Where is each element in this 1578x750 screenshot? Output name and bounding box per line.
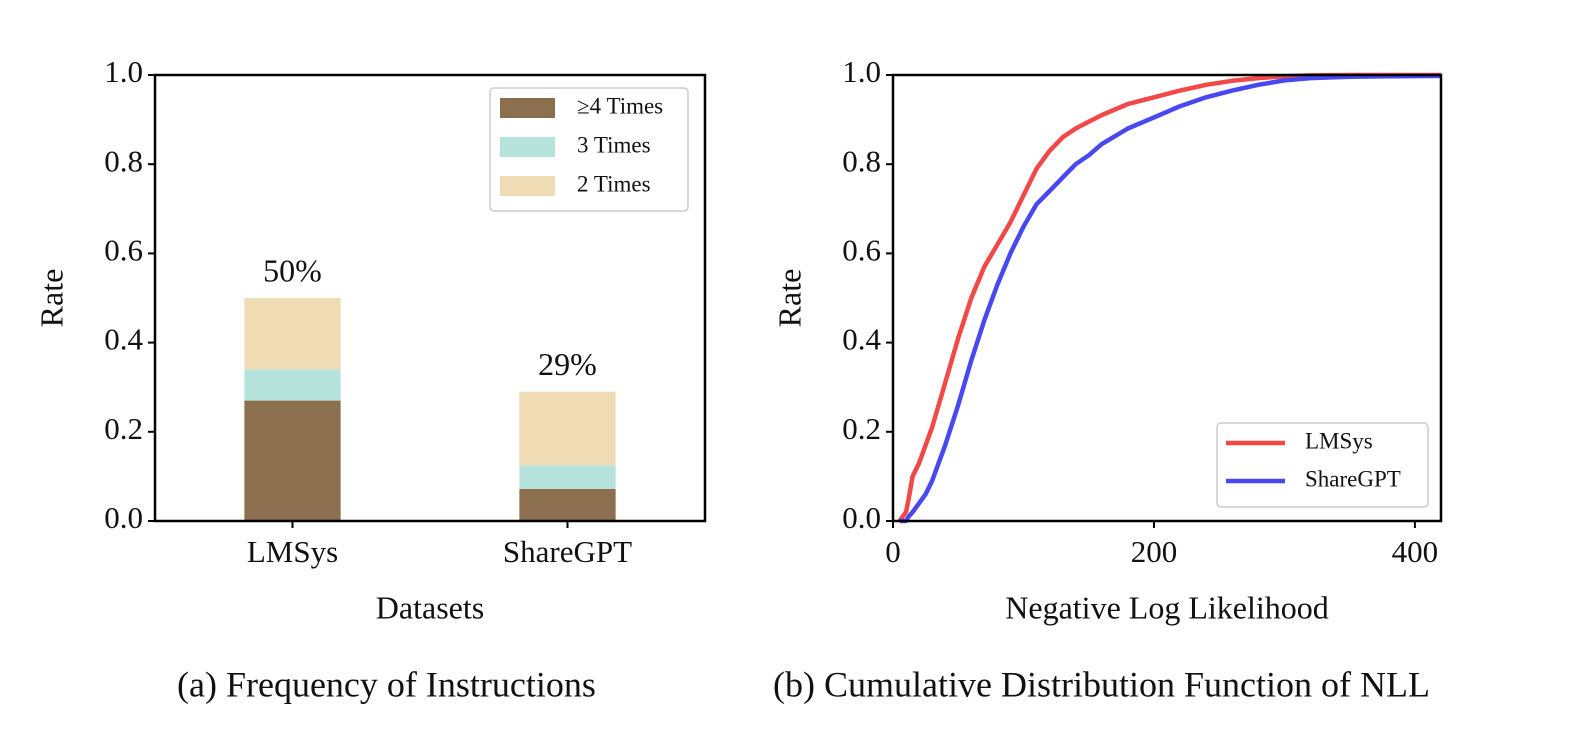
x-tick-label: 200 xyxy=(1131,534,1178,569)
x-tick-label: 0 xyxy=(885,534,901,569)
legend-label: LMSys xyxy=(1305,428,1373,453)
y-tick-label: 0.2 xyxy=(842,411,881,446)
y-tick-label: 0.0 xyxy=(104,500,143,535)
x-axis-label: Datasets xyxy=(376,589,484,625)
y-tick-label: 0.6 xyxy=(104,233,143,268)
total-label: 29% xyxy=(538,346,597,382)
legend-swatch xyxy=(500,98,555,118)
cdf-line xyxy=(897,72,1441,523)
plot-frame xyxy=(891,73,1443,523)
y-tick-label: 1.0 xyxy=(104,54,143,89)
legend: LMSys ShareGPT xyxy=(1216,422,1429,508)
y-axis-label: Rate xyxy=(771,269,807,328)
y-tick-label: 0.2 xyxy=(104,411,143,446)
x-axis-label: Negative Log Likelihood xyxy=(1005,589,1328,625)
y-tick-label: 1.0 xyxy=(842,54,881,89)
y-axis-label: Rate xyxy=(33,269,69,328)
bar-segment xyxy=(244,298,341,370)
y-tick-label: 0.4 xyxy=(104,322,143,357)
y-tick-label: 0.0 xyxy=(842,500,881,535)
bar-segment xyxy=(519,488,616,521)
x-tick-label: 400 xyxy=(1392,534,1439,569)
caption: (b) Cumulative Distribution Function of … xyxy=(773,664,1430,704)
plot-frame xyxy=(153,73,707,523)
bar-segment xyxy=(244,400,341,521)
legend-label: ≥4 Times xyxy=(577,93,663,118)
legend-label: ShareGPT xyxy=(1305,466,1401,491)
x-tick-label: LMSys xyxy=(247,534,338,569)
bar-segment xyxy=(519,465,616,489)
total-label: 50% xyxy=(263,252,322,288)
y-tick-label: 0.4 xyxy=(842,322,881,357)
legend-swatch xyxy=(500,137,555,157)
caption: (a) Frequency of Instructions xyxy=(177,664,596,704)
bar-segment xyxy=(244,369,341,401)
y-tick-label: 0.8 xyxy=(104,143,143,178)
legend: ≥4 Times 3 Times 2 Times xyxy=(489,87,689,212)
legend-label: 3 Times xyxy=(577,132,651,157)
y-tick-label: 0.6 xyxy=(842,233,881,268)
cdf-line xyxy=(899,73,1442,524)
y-tick-label: 0.8 xyxy=(842,143,881,178)
x-tick-label: ShareGPT xyxy=(503,534,632,569)
legend-label: 2 Times xyxy=(577,171,651,196)
bar-segment xyxy=(519,391,616,466)
legend-swatch xyxy=(500,176,555,196)
